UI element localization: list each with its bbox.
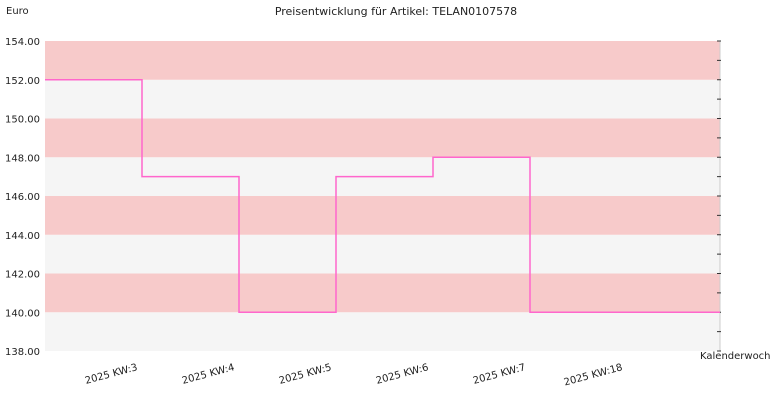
y-tick-label: 146.00: [5, 192, 40, 203]
background-band: [45, 234, 720, 274]
price-series: [45, 79, 720, 313]
y-tick-label: 138.00: [5, 347, 40, 358]
background-band: [45, 312, 720, 351]
chart-title: Preisentwicklung für Artikel: TELAN01075…: [275, 5, 517, 18]
background-band: [45, 79, 720, 119]
right-axis: [717, 40, 721, 352]
x-tick-label: 2025 KW:4: [181, 362, 236, 387]
background-bands: [45, 41, 720, 351]
y-tick-label: 144.00: [5, 231, 40, 242]
x-tick-label: 2025 KW:5: [278, 362, 333, 387]
y-tick-labels: 138.00 140.00 142.00 144.00 146.00 148.00 150.…: [5, 37, 40, 358]
background-band: [45, 196, 720, 235]
x-tick-label: 2025 KW:18: [563, 362, 624, 388]
y-tick-label: 154.00: [5, 37, 40, 48]
series-line: [45, 79, 720, 313]
x-tick-label: 2025 KW:7: [472, 362, 527, 387]
x-tick-label: 2025 KW:6: [375, 362, 430, 387]
y-tick-label: 152.00: [5, 76, 40, 87]
y-tick-label: 140.00: [5, 308, 40, 319]
x-tick-labels: 2025 KW:3 2025 KW:4 2025 KW:5 2025 KW:6 2025…: [84, 362, 624, 388]
y-tick-label: 142.00: [5, 270, 40, 281]
background-band: [45, 118, 720, 158]
x-tick-label: 2025 KW:3: [84, 362, 139, 387]
y-tick-label: 148.00: [5, 153, 40, 164]
background-band: [45, 273, 720, 313]
y-tick-label: 150.00: [5, 115, 40, 126]
y-axis-label: Euro: [6, 6, 29, 17]
x-axis-label: Kalenderwoche: [700, 351, 770, 362]
background-band: [45, 41, 720, 80]
